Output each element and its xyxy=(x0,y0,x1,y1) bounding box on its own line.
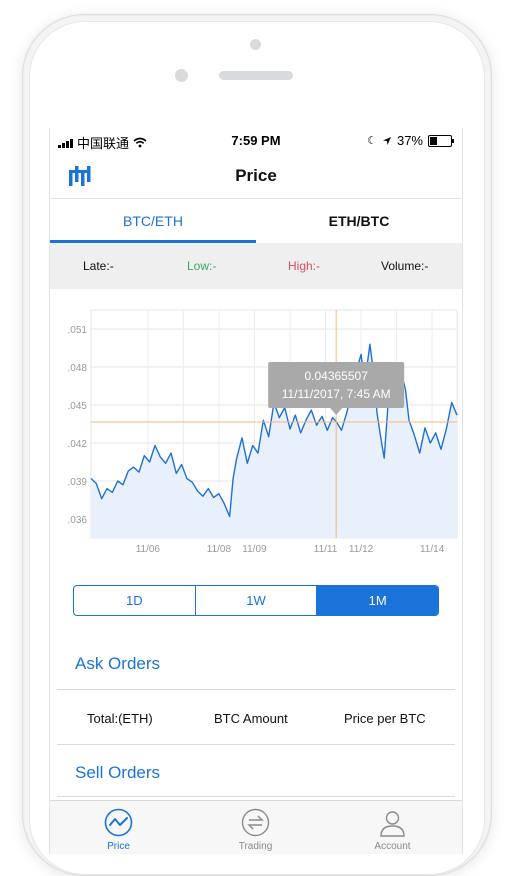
col-total: Total:(ETH) xyxy=(87,711,153,726)
tab-bar: Price Trading Account xyxy=(50,800,462,854)
tooltip-date: 11/11/2017, 7:45 AM xyxy=(282,387,391,401)
market-stats: Late:- Low:- High:- Volume:- xyxy=(50,243,462,289)
active-tab-indicator xyxy=(50,240,256,243)
tabbar-label-account: Account xyxy=(374,841,411,852)
y-tick-label: .036 xyxy=(68,515,88,526)
y-tick-label: .051 xyxy=(68,325,88,336)
tabbar-item-account[interactable]: Account xyxy=(324,801,461,854)
tabbar-item-price[interactable]: Price xyxy=(50,801,187,854)
chart-tooltip xyxy=(268,362,405,409)
status-time: 7:59 PM xyxy=(231,133,281,148)
col-price: Price per BTC xyxy=(344,711,426,726)
range-1d-button[interactable]: 1D xyxy=(74,586,196,615)
y-tick-label: .048 xyxy=(68,363,88,374)
ask-orders-title[interactable]: Ask Orders xyxy=(75,654,161,673)
battery-icon xyxy=(428,134,454,147)
x-tick-label: 11/09 xyxy=(242,544,267,555)
x-tick-label: 11/06 xyxy=(136,544,161,555)
y-tick-label: .039 xyxy=(68,477,88,488)
divider xyxy=(57,796,455,797)
tab-btc-eth[interactable]: BTC/ETH xyxy=(123,213,183,229)
stat-high: High:- xyxy=(288,259,321,273)
exchange-logo-icon xyxy=(69,166,91,186)
range-1w-button[interactable]: 1W xyxy=(196,586,318,615)
tab-eth-btc[interactable]: ETH/BTC xyxy=(328,213,390,229)
tabbar-label-price: Price xyxy=(107,841,130,852)
wifi-icon xyxy=(133,137,147,148)
sell-orders-title[interactable]: Sell Orders xyxy=(75,763,161,782)
moon-icon: ☾ xyxy=(367,135,377,147)
price-chart[interactable]: .036 .039 .042 .045 .048 .051 11/06 11/08 11/09 1… xyxy=(50,298,462,568)
stat-late: Late:- xyxy=(83,259,114,273)
app-screen: 中国联通 7:59 PM ☾ 37% Price BTC/ETH ETH/BTC… xyxy=(49,128,463,854)
tooltip-pointer xyxy=(330,408,343,416)
location-icon xyxy=(382,136,391,145)
person-icon xyxy=(380,811,405,837)
tabbar-label-trading: Trading xyxy=(238,841,273,852)
x-tick-label: 11/08 xyxy=(207,544,232,555)
stat-volume: Volume:- xyxy=(381,259,429,273)
page-title: Price xyxy=(235,166,277,185)
x-tick-label: 11/12 xyxy=(349,544,374,555)
x-tick-label: 11/14 xyxy=(420,544,445,555)
tabbar-item-trading[interactable]: Trading xyxy=(187,801,324,854)
tooltip-value: 0.04365507 xyxy=(304,369,368,383)
divider xyxy=(57,689,455,690)
signal-icon xyxy=(58,138,73,148)
stat-low: Low:- xyxy=(187,259,217,273)
exchange-arrows-icon xyxy=(241,808,270,837)
range-segmented-control: 1D 1W 1M xyxy=(73,585,439,616)
y-tick-label: .042 xyxy=(68,439,88,450)
front-camera xyxy=(250,39,261,50)
range-1m-button[interactable]: 1M xyxy=(317,586,438,615)
col-amount: BTC Amount xyxy=(214,711,288,726)
x-tick-label: 11/11 xyxy=(314,544,338,555)
divider xyxy=(57,744,455,745)
carrier-label: 中国联通 xyxy=(77,136,130,151)
y-tick-label: .045 xyxy=(68,401,88,412)
status-bar: 中国联通 7:59 PM ☾ 37% xyxy=(50,128,462,154)
battery-percent: 37% xyxy=(396,133,423,148)
pair-tabs: BTC/ETH ETH/BTC xyxy=(50,199,462,244)
price-chart-icon xyxy=(104,808,133,837)
proximity-sensor xyxy=(175,69,188,82)
earpiece-speaker xyxy=(219,71,293,80)
nav-bar: Price xyxy=(50,154,462,199)
